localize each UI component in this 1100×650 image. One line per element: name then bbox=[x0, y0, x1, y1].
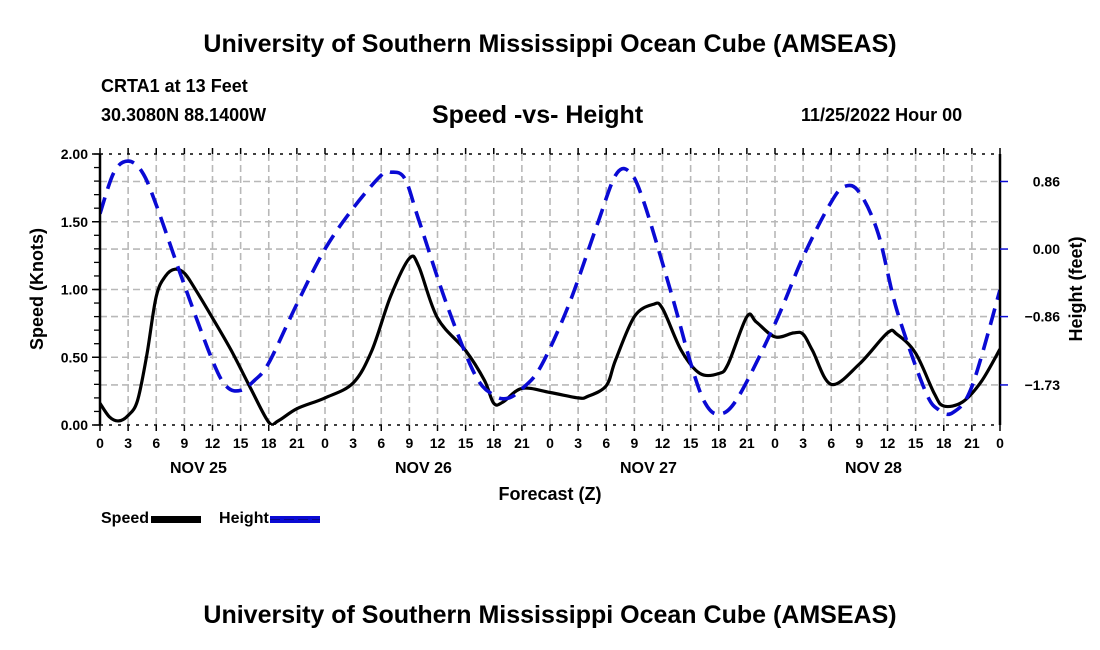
x-tick-label: 18 bbox=[936, 435, 952, 451]
legend-label-height: Height bbox=[219, 510, 269, 527]
series-line-height bbox=[100, 159, 1000, 417]
y-tick-label: 2.00 bbox=[61, 146, 88, 162]
x-tick-label: 21 bbox=[514, 435, 530, 451]
run-time-label: 11/25/2022 Hour 00 bbox=[801, 105, 963, 125]
x-tick-label: 15 bbox=[908, 435, 924, 451]
x-tick-label: 6 bbox=[602, 435, 610, 451]
coordinates-label: 30.3080N 88.1400W bbox=[101, 105, 267, 125]
x-tick-label: 0 bbox=[771, 435, 779, 451]
grid bbox=[100, 154, 1000, 425]
x-tick-label: 15 bbox=[683, 435, 699, 451]
x-tick-label: 21 bbox=[964, 435, 980, 451]
x-tick-label: 9 bbox=[180, 435, 188, 451]
x-tick-label: 15 bbox=[458, 435, 474, 451]
x-tick-label: 3 bbox=[574, 435, 582, 451]
x-tick-label: 9 bbox=[405, 435, 413, 451]
x-tick-label: 18 bbox=[711, 435, 727, 451]
x-tick-label: 3 bbox=[349, 435, 357, 451]
y-tick-label: 0.00 bbox=[61, 417, 88, 433]
y-tick-label: 1.00 bbox=[61, 282, 88, 298]
x-tick-label: 6 bbox=[377, 435, 385, 451]
x-tick-label: 0 bbox=[996, 435, 1004, 451]
x-tick-label: 0 bbox=[96, 435, 104, 451]
x-tick-label: 18 bbox=[486, 435, 502, 451]
station-label: CRTA1 at 13 Feet bbox=[101, 76, 248, 96]
tick-layer: 0 3 6 9 12 15 18 21 0 3 6 9 12 15 18 21 0 3 6 9 12 15 18 21 0 3 6 9… bbox=[61, 146, 1060, 477]
y-tick-label: 0.50 bbox=[61, 349, 88, 365]
x-tick-label: 9 bbox=[855, 435, 863, 451]
legend-swatch-speed bbox=[151, 515, 202, 523]
x-tick-label: 21 bbox=[739, 435, 755, 451]
legend-item-speed: Speed bbox=[101, 510, 202, 528]
x-tick-label: 21 bbox=[289, 435, 305, 451]
x-axis-label: Forecast (Z) bbox=[498, 484, 601, 504]
day-label: NOV 27 bbox=[620, 460, 677, 477]
x-tick-label: 12 bbox=[880, 435, 896, 451]
day-label: NOV 25 bbox=[170, 460, 227, 477]
x-tick-label: 15 bbox=[233, 435, 249, 451]
legend-item-height: Height bbox=[219, 510, 320, 528]
main-title: University of Southern Mississippi Ocean… bbox=[203, 30, 897, 58]
x-tick-label: 0 bbox=[321, 435, 329, 451]
day-label: NOV 28 bbox=[845, 460, 902, 477]
x-tick-label: 0 bbox=[546, 435, 554, 451]
legend-label-speed: Speed bbox=[101, 510, 150, 527]
x-tick-label: 9 bbox=[630, 435, 638, 451]
x-tick-label: 12 bbox=[655, 435, 671, 451]
x-tick-label: 12 bbox=[205, 435, 221, 451]
y2-tick-label: −0.86 bbox=[1025, 309, 1061, 325]
x-tick-label: 6 bbox=[152, 435, 160, 451]
chart-title: Speed -vs- Height bbox=[432, 101, 644, 129]
day-label: NOV 26 bbox=[395, 460, 452, 477]
x-tick-label: 3 bbox=[124, 435, 132, 451]
y-axis-label: Speed (Knots) bbox=[27, 228, 47, 350]
y2-tick-label: −1.73 bbox=[1025, 377, 1061, 393]
y-tick-label: 1.50 bbox=[61, 214, 88, 230]
y2-tick-label: 0.86 bbox=[1033, 173, 1060, 189]
y2-tick-label: 0.00 bbox=[1033, 241, 1060, 257]
legend: Speed Height bbox=[101, 510, 338, 528]
legend-swatch-height bbox=[269, 515, 320, 523]
x-tick-label: 6 bbox=[827, 435, 835, 451]
footer-title: University of Southern Mississippi Ocean… bbox=[203, 601, 897, 629]
x-tick-label: 3 bbox=[799, 435, 807, 451]
x-tick-label: 18 bbox=[261, 435, 277, 451]
y2-axis-label: Height (feet) bbox=[1066, 237, 1086, 342]
x-tick-label: 12 bbox=[430, 435, 446, 451]
series-layer bbox=[100, 159, 1000, 425]
